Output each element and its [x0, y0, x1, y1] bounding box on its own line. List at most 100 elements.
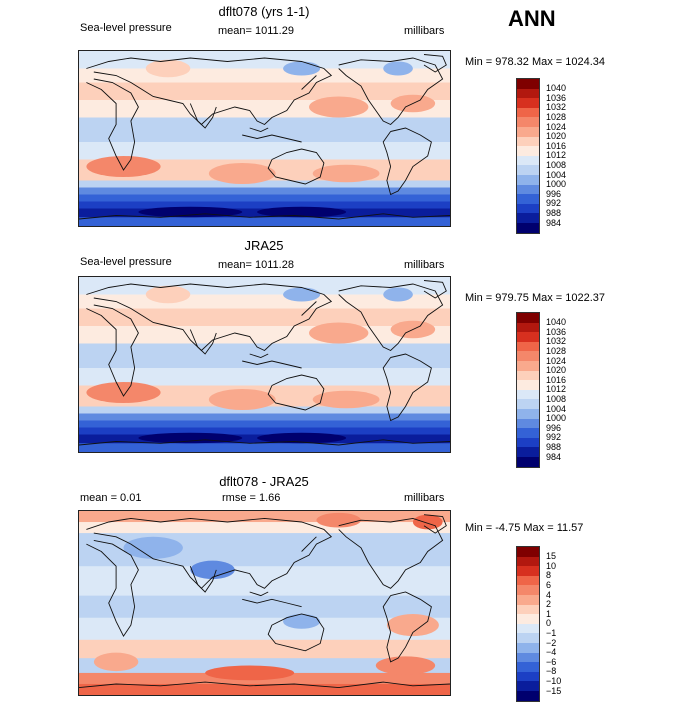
colorbar-swatch — [516, 351, 540, 361]
map-blob — [383, 287, 413, 302]
map-band — [79, 427, 450, 435]
map-blob — [283, 287, 321, 302]
colorbar-swatch — [516, 155, 540, 166]
map-blob — [145, 285, 191, 304]
colorbar-tick-label: 8 — [546, 570, 552, 581]
coastline — [189, 566, 217, 593]
map-blob — [309, 96, 369, 118]
colorbar-tick-label: 984 — [546, 451, 562, 462]
colorbar-tick-label: 10 — [546, 560, 557, 571]
coastline — [338, 57, 444, 126]
colorbar-swatch — [516, 203, 540, 214]
map-blob — [283, 614, 321, 629]
coastline — [249, 591, 269, 597]
colorbar-swatch — [516, 322, 540, 333]
map-field — [79, 511, 450, 695]
colorbar-tick-label: 1040 — [546, 83, 567, 94]
coastline — [86, 304, 139, 397]
colorbar-swatch — [516, 690, 540, 701]
colorbar-tick-label: 4 — [546, 589, 552, 600]
colorbar-swatch — [516, 165, 540, 175]
colorbar-swatch — [516, 556, 540, 567]
colorbar-swatch — [516, 681, 540, 691]
map-field — [79, 51, 450, 226]
panel1-colorbar: 1040 1036 1032 1028 1024 1020 1016 1012 1008 1004… — [516, 78, 566, 234]
colorbar-tick-label: 996 — [546, 188, 562, 199]
colorbar-swatch — [516, 623, 540, 634]
coastline — [86, 57, 333, 126]
colorbar-tick-label: 1012 — [546, 150, 567, 161]
colorbar-swatch — [516, 456, 540, 467]
map-band — [79, 413, 450, 421]
colorbar-swatch — [516, 447, 540, 457]
colorbar-swatch — [516, 174, 540, 185]
colorbar-swatch — [516, 341, 540, 352]
map-band — [79, 658, 450, 674]
coastline — [423, 54, 447, 73]
colorbar-swatch — [516, 575, 540, 586]
panel3-colorbar: 15 10 8 6 4 2 1 0 −1 −2 −4 −6 −8 −10 −15 — [516, 546, 561, 702]
colorbar-tick-label: −8 — [546, 666, 557, 677]
map-band — [79, 187, 450, 195]
colorbar-swatch — [516, 389, 540, 400]
coastline — [301, 75, 317, 90]
colorbar-tick-label: −6 — [546, 656, 557, 667]
colorbar-tick-label: 1028 — [546, 111, 567, 122]
colorbar-tick-label: −2 — [546, 637, 557, 648]
colorbar-tick-label: 992 — [546, 432, 562, 443]
coastline — [242, 134, 302, 143]
colorbar-swatch — [516, 184, 540, 195]
map-blob — [386, 614, 439, 637]
map-band — [79, 194, 450, 202]
panel3-map — [78, 510, 451, 696]
colorbar-swatch — [516, 79, 540, 89]
colorbar-tick-label: 1020 — [546, 365, 567, 376]
map-band — [79, 368, 450, 386]
colorbar-swatch — [516, 566, 540, 576]
map-band — [79, 595, 450, 619]
colorbar-swatch — [516, 222, 540, 233]
panel1-mean-label: mean= 1011.29 — [218, 25, 294, 37]
colorbar-swatch — [516, 213, 540, 223]
map-band — [79, 217, 450, 226]
coastline — [382, 353, 432, 422]
map-blob — [316, 512, 361, 528]
colorbar-swatch — [516, 418, 540, 429]
coastline — [423, 514, 447, 534]
colorbar-tick-label: 1004 — [546, 169, 567, 180]
map-blob — [383, 61, 413, 76]
colorbar-tick-label: −10 — [546, 675, 562, 686]
colorbar-tick-label: 1032 — [546, 336, 567, 347]
coastline — [242, 598, 302, 608]
colorbar-swatch — [516, 117, 540, 127]
panel1-title: dflt078 (yrs 1-1) — [218, 4, 310, 19]
map-blob — [309, 322, 369, 344]
map-band — [79, 617, 450, 641]
panel3-mean-label: mean = 0.01 — [80, 492, 142, 504]
map-field — [79, 277, 450, 452]
map-blob — [208, 389, 276, 410]
coastline — [86, 283, 333, 352]
map-band — [79, 201, 450, 209]
colorbar-tick-label: 1028 — [546, 345, 567, 356]
colorbar-tick-label: 2 — [546, 599, 552, 610]
coastline — [86, 539, 139, 637]
colorbar-tick-label: 1 — [546, 608, 552, 619]
colorbar-tick-label: 15 — [546, 551, 557, 562]
colorbar-swatch — [516, 360, 540, 371]
coastline — [301, 301, 317, 316]
colorbar-swatch — [516, 428, 540, 438]
coastline — [267, 148, 325, 185]
map-blob — [257, 432, 347, 444]
colorbar-tick-label: 1008 — [546, 393, 567, 404]
colorbar-swatch — [516, 585, 540, 595]
colorbar-swatch — [516, 98, 540, 108]
panel2-title: JRA25 — [244, 238, 284, 253]
map-band — [79, 142, 450, 160]
map-blob — [86, 382, 161, 403]
colorbar-tick-label: 1016 — [546, 140, 567, 151]
colorbar-tick-label: 1024 — [546, 355, 567, 366]
colorbar-swatch — [516, 662, 540, 672]
map-blob — [205, 665, 295, 681]
map-band — [79, 443, 450, 452]
